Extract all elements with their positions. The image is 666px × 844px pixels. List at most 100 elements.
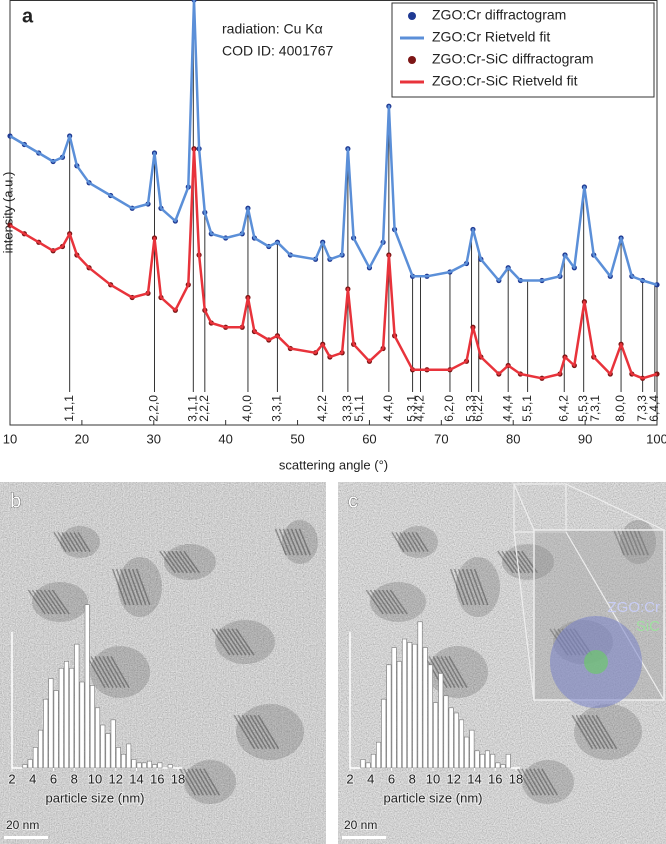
lattice-fringe [636, 528, 649, 556]
lattice-fringe [517, 550, 535, 574]
x-tick-label: 40 [218, 431, 232, 446]
lattice-fringe [257, 714, 280, 750]
lattice-fringe [253, 714, 276, 750]
hist-bar [27, 759, 33, 769]
lattice-fringe [73, 532, 87, 552]
legend-label: ZGO:Cr Rietveld fit [432, 29, 550, 45]
reflection-label: 4,2,2 [315, 395, 329, 422]
lattice-fringe [102, 656, 122, 688]
hist-bar [464, 736, 470, 769]
lattice-fringe [115, 568, 131, 606]
inset-guide [565, 483, 665, 531]
reflection-label: 2,2,0 [147, 395, 161, 422]
x-tick-label: 4 [29, 771, 36, 786]
hist-bar [417, 621, 423, 769]
hist-bar [38, 729, 44, 769]
reflection-label: 4,0,0 [240, 395, 254, 422]
lattice-fringe [223, 628, 243, 656]
x-tick-label: 90 [578, 431, 592, 446]
lattice-fringe [575, 714, 598, 750]
lattice-fringe [90, 656, 110, 688]
panel-label: a [22, 5, 34, 27]
hist-bar [69, 667, 75, 769]
hist-bar [32, 747, 38, 769]
lattice-fringe [525, 768, 543, 796]
hist-bar [126, 743, 132, 769]
x-tick-label: 14 [129, 771, 143, 786]
nanoparticle [215, 620, 275, 664]
lattice-fringe [436, 656, 456, 688]
hist-bar [438, 673, 444, 769]
lattice-fringe [135, 568, 151, 606]
scale-bar [4, 836, 48, 839]
lattice-fringe [587, 714, 610, 750]
lattice-fringe [219, 628, 239, 656]
lattice-fringe [31, 589, 50, 615]
hist-bar [427, 664, 433, 769]
nanoparticle [32, 582, 88, 622]
x-axis-label: particle size (nm) [384, 790, 483, 805]
lattice-fringe [517, 768, 535, 796]
reflection-label: 6,2,0 [442, 395, 456, 422]
inset-label: SiC [636, 618, 660, 635]
lattice-fringe [298, 528, 311, 556]
lattice-fringe [274, 528, 287, 556]
hist-bar [422, 647, 428, 769]
panel-c: 2 4 6 8 10 12 14 16 18 particle size (nm) 20 nm c ZG… [338, 482, 666, 844]
lattice-fringe [432, 656, 452, 688]
panel-b: 2 4 6 8 10 12 14 16 18 particle size (nm) 20 nm b [0, 482, 326, 844]
scale-bar [342, 836, 386, 839]
nanoparticle [574, 704, 642, 760]
hist-bar [396, 661, 402, 769]
lattice-fringe [53, 532, 67, 552]
x-tick-label: 18 [509, 771, 523, 786]
lattice-fringe [119, 568, 135, 606]
hist-bar [100, 724, 106, 769]
lattice-fringe [187, 768, 205, 796]
nanoparticle [90, 646, 150, 698]
lattice-fringe [521, 550, 539, 574]
hist-bar [495, 762, 501, 769]
nanoparticle [398, 526, 438, 558]
lattice-fringe [407, 532, 421, 552]
hist-bar [58, 667, 64, 769]
reflection-label: 5,1,1 [352, 395, 366, 422]
lattice-fringe [111, 568, 127, 606]
lattice-fringe [521, 768, 539, 796]
lattice-fringe [39, 589, 58, 615]
nanoparticle [118, 557, 162, 617]
sic-core [584, 650, 608, 674]
nanoparticle [522, 760, 574, 804]
x-tick-label: 8 [71, 771, 78, 786]
reflection-label: 1,1,1 [62, 395, 76, 422]
reflection-label: 4,4,4 [500, 395, 514, 422]
x-tick-label: 50 [290, 431, 304, 446]
x-axis-label: scattering angle (°) [279, 457, 388, 472]
lattice-fringe [211, 628, 231, 656]
reflection-label: 4,4,2 [413, 395, 427, 422]
x-tick-label: 20 [75, 431, 89, 446]
inset-guide [565, 531, 665, 701]
x-tick-label: 12 [109, 771, 123, 786]
lattice-fringe [583, 714, 606, 750]
hist-bar [157, 762, 163, 769]
hist-bar [136, 762, 142, 769]
lattice-fringe [199, 768, 217, 796]
reflection-label: 3,3,3 [340, 395, 354, 422]
lattice-fringe [294, 528, 307, 556]
nanoparticle [456, 557, 500, 617]
hist-bar [95, 707, 101, 769]
x-tick-label: 100 [646, 431, 666, 446]
lattice-fringe [591, 714, 614, 750]
hist-bar [89, 685, 95, 769]
reflection-label: 8,0,0 [613, 395, 627, 422]
lattice-fringe [529, 768, 547, 796]
y-axis-label: intensity (a.u.) [0, 172, 15, 254]
fit-line [9, 0, 658, 286]
lattice-fringe [444, 656, 464, 688]
legend-box [391, 2, 655, 98]
lattice-fringe [195, 768, 213, 796]
lattice-fringe [369, 589, 388, 615]
reflection-label: 6,2,2 [471, 395, 485, 422]
